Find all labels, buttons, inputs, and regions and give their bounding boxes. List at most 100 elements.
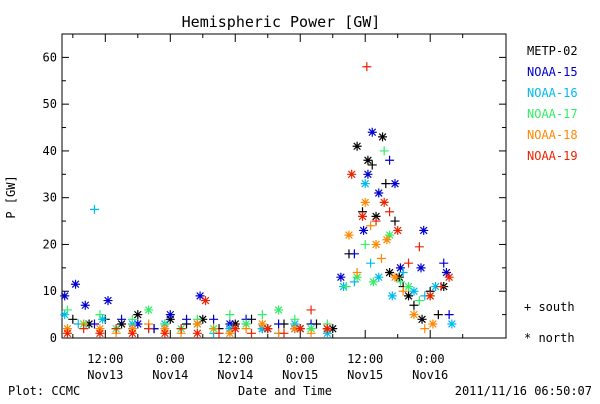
north-point <box>192 319 202 329</box>
north-point <box>95 324 105 334</box>
north-point <box>419 225 429 235</box>
north-point <box>441 268 451 278</box>
north-point <box>344 230 354 240</box>
north-point <box>62 328 72 338</box>
y-tick-label: 60 <box>43 50 57 64</box>
north-point <box>359 225 369 235</box>
north-point <box>117 319 127 329</box>
south-point <box>111 324 121 334</box>
north-point <box>192 328 202 338</box>
north-point <box>382 235 392 245</box>
south-point <box>209 314 219 324</box>
x-axis-label: Date and Time <box>238 384 332 398</box>
north-point <box>71 279 81 289</box>
legend-item-metp-02: METP-02 <box>527 44 578 58</box>
legend-item-noaa-19: NOAA-19 <box>527 149 578 163</box>
north-point <box>98 314 108 324</box>
south-point <box>241 324 251 334</box>
north-point <box>127 324 137 334</box>
north-point <box>363 155 373 165</box>
south-point <box>404 258 414 268</box>
south-point <box>414 242 424 252</box>
south-point <box>414 296 424 306</box>
south-point <box>433 310 443 320</box>
north-point <box>127 319 137 329</box>
north-point <box>127 328 137 338</box>
legend: METP-02 NOAA-15 NOAA-16 NOAA-17 NOAA-18 NOAA-… <box>527 44 578 163</box>
north-point <box>417 314 427 324</box>
south-point <box>144 324 154 334</box>
legend-north: * north <box>524 331 575 345</box>
north-point <box>160 324 170 334</box>
north-point <box>387 291 397 301</box>
north-point <box>257 319 267 329</box>
north-point <box>371 211 381 221</box>
north-point <box>133 310 143 320</box>
north-point <box>352 272 362 282</box>
north-point <box>165 314 175 324</box>
south-point <box>349 277 359 287</box>
south-point <box>79 324 89 334</box>
y-axis-label: P [GW] <box>4 175 18 218</box>
north-point <box>416 263 426 273</box>
north-point <box>352 141 362 151</box>
y-axis: 0 10 20 30 40 50 60 <box>43 33 506 345</box>
x-axis: 12:00 Nov13 0:00 Nov14 12:00 Nov14 0:00 Nov15 12… <box>72 34 464 382</box>
south-point <box>398 286 408 296</box>
north-point <box>385 230 395 240</box>
north-point <box>367 127 377 137</box>
north-point <box>404 282 414 292</box>
legend-item-noaa-16: NOAA-16 <box>527 86 578 100</box>
north-point <box>257 324 267 334</box>
south-point <box>360 239 370 249</box>
south-point <box>436 282 446 292</box>
south-point <box>209 324 219 334</box>
x-tick-date-label: Nov16 <box>412 368 448 382</box>
north-point <box>390 272 400 282</box>
south-point <box>306 328 316 338</box>
north-point <box>322 328 332 338</box>
south-point <box>390 216 400 226</box>
x-tick-time-label: 12:00 <box>217 352 253 366</box>
south-point <box>117 314 127 324</box>
south-point <box>398 268 408 278</box>
legend-south: + south <box>524 300 575 314</box>
north-point <box>241 319 251 329</box>
north-point <box>195 291 205 301</box>
north-point <box>103 296 113 306</box>
north-point <box>379 197 389 207</box>
south-point <box>444 310 454 320</box>
x-tick-time-label: 12:00 <box>87 352 123 366</box>
north-point <box>80 300 90 310</box>
north-point <box>360 197 370 207</box>
north-point <box>290 319 300 329</box>
south-point <box>279 328 289 338</box>
north-point <box>84 319 94 329</box>
y-tick-label: 0 <box>50 331 57 345</box>
north-point <box>144 305 154 315</box>
north-point <box>336 272 346 282</box>
south-point <box>306 305 316 315</box>
x-tick-time-label: 0:00 <box>416 352 445 366</box>
x-tick-time-label: 12:00 <box>347 352 383 366</box>
north-point <box>295 324 305 334</box>
south-point <box>371 216 381 226</box>
south-point <box>420 324 430 334</box>
footer-timestamp: 2011/11/16 06:50:07 <box>455 384 592 398</box>
south-point <box>274 319 284 329</box>
plot-frame <box>61 33 507 339</box>
north-point <box>95 328 105 338</box>
north-point <box>404 291 414 301</box>
data-points <box>60 62 457 338</box>
y-tick-label: 50 <box>43 97 57 111</box>
south-point <box>290 314 300 324</box>
north-point <box>360 179 370 189</box>
x-tick-date-label: Nov15 <box>347 368 383 382</box>
south-point <box>376 253 386 263</box>
north-point <box>200 296 210 306</box>
x-tick-date-label: Nov14 <box>217 368 253 382</box>
north-point <box>322 324 332 334</box>
north-point <box>393 225 403 235</box>
